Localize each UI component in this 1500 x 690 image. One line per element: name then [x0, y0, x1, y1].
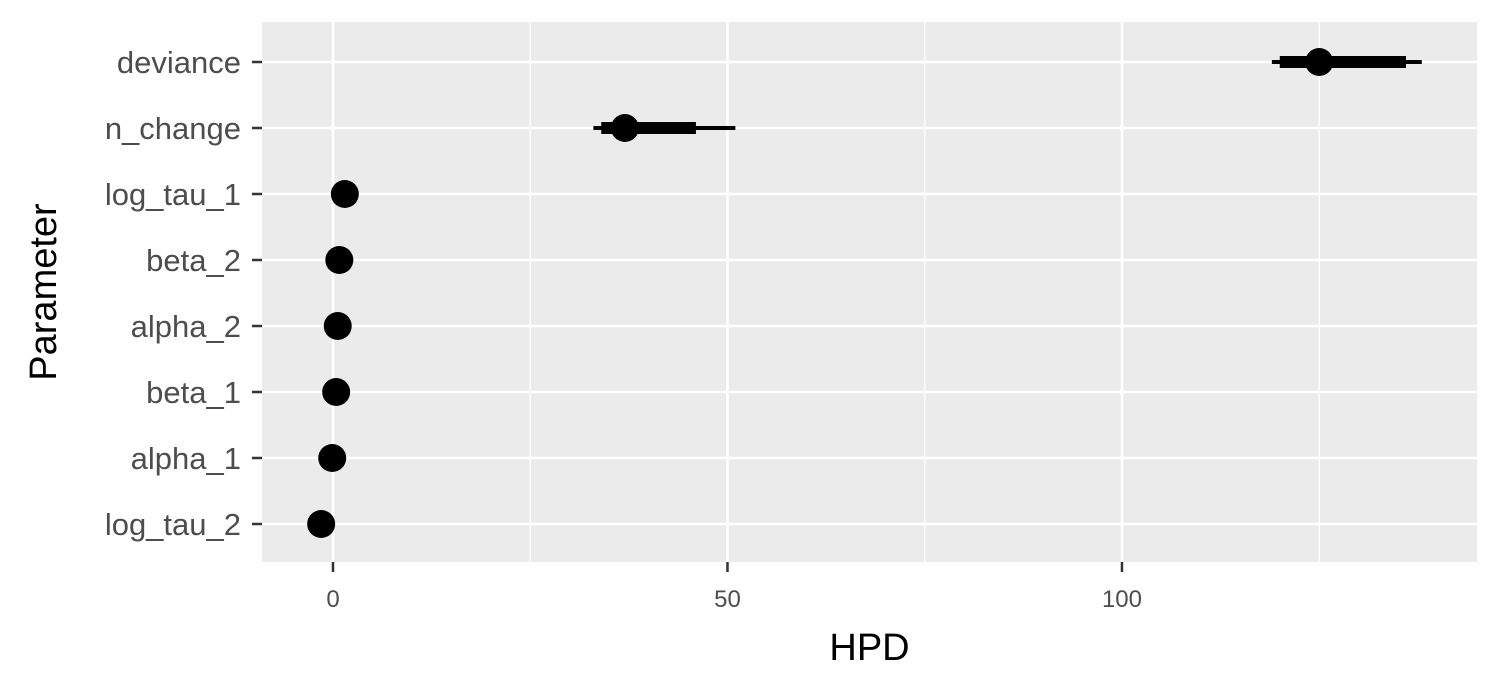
interval-marks — [307, 48, 1422, 538]
point-estimate-deviance — [1305, 48, 1334, 76]
point-estimate-beta_1 — [322, 378, 351, 406]
y-tick-label: alpha_2 — [131, 309, 241, 344]
x-axis-ticks: 0 50 100 — [326, 562, 1142, 613]
point-estimate-alpha_2 — [323, 312, 352, 340]
y-axis-title: Parameter — [23, 203, 65, 381]
x-tick-label: 50 — [714, 586, 741, 613]
y-tick-label: deviance — [117, 45, 241, 80]
point-estimate-alpha_1 — [318, 444, 347, 472]
x-tick-label: 100 — [1102, 586, 1142, 613]
point-estimate-n_change — [610, 114, 639, 142]
grid-major — [262, 22, 1477, 562]
point-estimate-log_tau_2 — [307, 510, 336, 538]
x-tick-label: 0 — [326, 586, 339, 613]
y-tick-label: beta_1 — [146, 375, 241, 410]
y-tick-label: log_tau_1 — [105, 177, 241, 212]
y-tick-label: n_change — [105, 111, 241, 146]
grid-minor — [529, 22, 1320, 562]
y-tick-label: beta_2 — [146, 243, 241, 278]
y-tick-label: log_tau_2 — [105, 507, 241, 542]
x-axis-title: HPD — [829, 627, 909, 669]
point-estimate-log_tau_1 — [330, 180, 359, 208]
plot-panel — [262, 22, 1477, 562]
y-axis-ticks: deviance n_change log_tau_1 beta_2 alpha_2be… — [105, 45, 262, 542]
y-tick-label: alpha_1 — [131, 441, 241, 476]
point-estimate-beta_2 — [325, 246, 354, 274]
